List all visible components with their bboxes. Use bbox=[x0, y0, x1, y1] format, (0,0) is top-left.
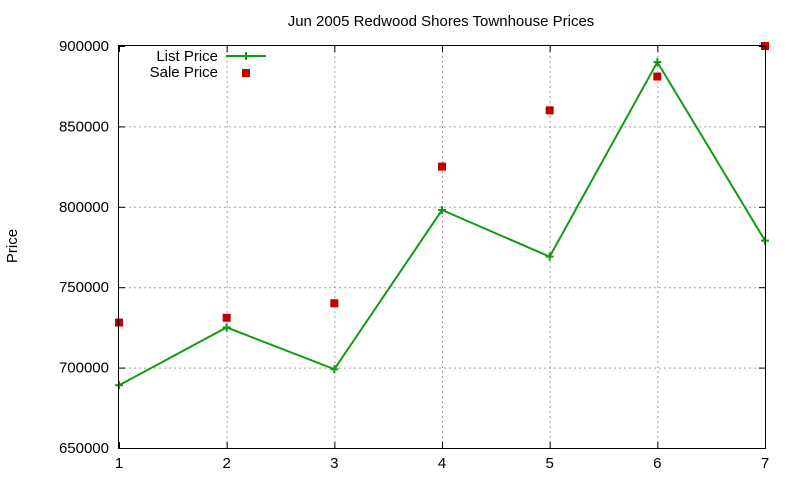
data-point bbox=[438, 206, 446, 215]
data-point bbox=[330, 299, 339, 308]
legend-label: Sale Price bbox=[150, 64, 218, 81]
x-tick-label: 1 bbox=[115, 455, 123, 472]
data-point bbox=[653, 58, 662, 67]
y-axis-label: Price bbox=[4, 229, 21, 263]
data-point bbox=[438, 162, 446, 171]
data-point bbox=[222, 313, 231, 322]
plot-frame bbox=[118, 45, 766, 449]
data-point bbox=[545, 106, 554, 115]
data-point bbox=[653, 72, 662, 81]
data-point bbox=[222, 323, 231, 332]
x-tick-label: 5 bbox=[545, 455, 553, 472]
legend-marker bbox=[242, 52, 250, 60]
y-tick-label: 750000 bbox=[59, 279, 109, 296]
data-point bbox=[545, 252, 554, 261]
y-tick-label: 650000 bbox=[59, 440, 109, 457]
x-tick-label: 3 bbox=[330, 455, 338, 472]
y-tick-label: 700000 bbox=[59, 360, 109, 377]
y-tick-label: 800000 bbox=[59, 199, 109, 216]
x-tick-label: 4 bbox=[438, 455, 446, 472]
x-tick-label: 7 bbox=[761, 455, 769, 472]
legend-label: List Price bbox=[156, 48, 218, 65]
series-list-price bbox=[115, 58, 769, 390]
x-tick-label: 2 bbox=[222, 455, 230, 472]
y-tick-label: 900000 bbox=[59, 38, 109, 55]
legend-marker bbox=[242, 69, 250, 77]
legend-item: List Price bbox=[156, 48, 266, 65]
x-tick-label: 6 bbox=[653, 455, 661, 472]
grid-lines bbox=[119, 46, 765, 448]
legend-item: Sale Price bbox=[150, 64, 250, 81]
chart-title: Jun 2005 Redwood Shores Townhouse Prices bbox=[288, 13, 595, 30]
y-tick-label: 850000 bbox=[59, 118, 109, 135]
axis-ticks: 1 2 3 4 5 6 7 650000 700000 750000 800000 850000 900… bbox=[59, 38, 769, 472]
data-point bbox=[330, 365, 339, 374]
